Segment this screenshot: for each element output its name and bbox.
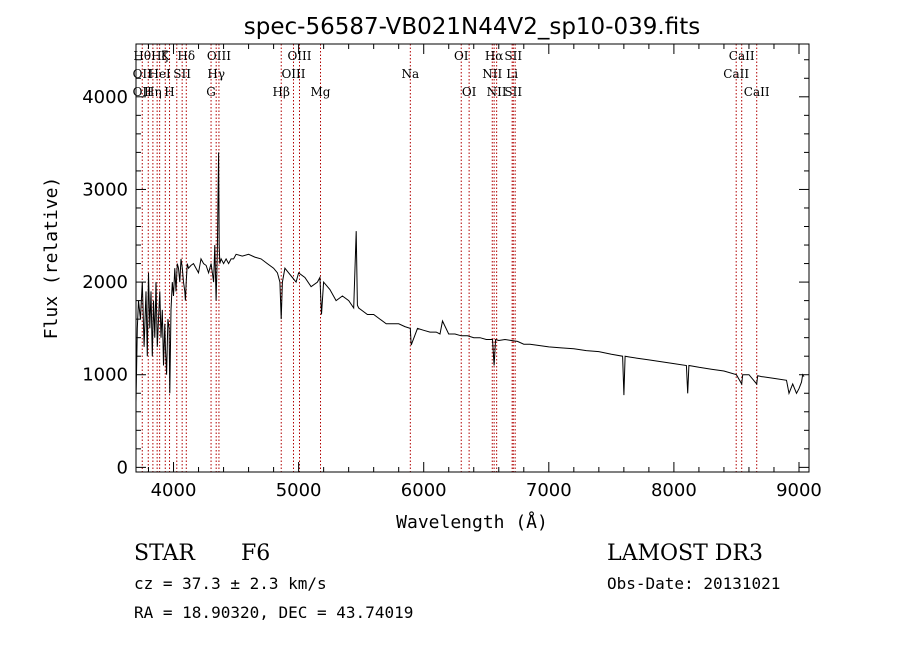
spectral-line-label-12-0: OIII: [207, 49, 231, 63]
spectral-line-label-22-2: NII: [487, 85, 507, 99]
spectral-line-label-2-2: Hη: [144, 85, 162, 99]
y-tick-label-4: 4000: [82, 87, 128, 108]
spectrum-line: [135, 152, 805, 403]
spectral-line-label-9-0: Hδ: [177, 49, 195, 63]
spectral-line-markers: [141, 44, 758, 472]
spectral-line-label-4-1: HeI: [148, 67, 171, 81]
spectral-line-labels: HθOIIOIIHηHζHeIKHSIIHδGHγOIIIHβOIIIOIIIM…: [133, 49, 770, 99]
y-tick-label-1: 1000: [82, 365, 128, 386]
spectral-line-label-28-2: CaII: [744, 85, 770, 99]
x-tick-label-0: 4000: [151, 480, 197, 501]
spectral-line-label-5-0: K: [161, 49, 171, 63]
y-axis-title: Flux (relative): [41, 177, 62, 340]
survey-name: LAMOST DR3: [607, 541, 763, 566]
sky-coordinates: RA = 18.90320, DEC = 43.74019: [134, 603, 413, 622]
y-tick-label-2: 2000: [82, 272, 128, 293]
spectral-line-label-15-0: OIII: [287, 49, 311, 63]
spectral-line-label-0-2: OII: [133, 85, 153, 99]
spectral-line-label-8-1: SII: [173, 67, 191, 81]
spectral-line-label-14-1: OIII: [281, 67, 305, 81]
spectral-line-label-16-2: Mg: [311, 85, 331, 99]
spectral-line-label-27-0: CaII: [729, 49, 755, 63]
spectral-line-label-0-1: OII: [133, 67, 153, 81]
spectral-line-label-23-1: Li: [506, 67, 518, 81]
x-axis-ticks: 4000 5000 6000 7000 8000 9000: [148, 44, 822, 501]
y-axis-ticks: 0 1000 2000 3000 4000: [82, 59, 809, 478]
observation-date: Obs-Date: 20131021: [607, 574, 780, 593]
spectral-line-label-6-2: H: [164, 85, 174, 99]
info-block: STAR F6 LAMOST DR3 cz = 37.3 ± 2.3 km/s …: [134, 541, 780, 622]
x-tick-label-4: 8000: [651, 480, 697, 501]
spectral-line-label-10-2: G: [206, 85, 216, 99]
spectral-line-label-21-0: Hα: [485, 49, 504, 63]
spectral-line-label-18-0: OI: [454, 49, 469, 63]
y-tick-label-3: 3000: [82, 179, 128, 200]
object-class: STAR: [134, 541, 196, 566]
x-tick-label-2: 6000: [401, 480, 447, 501]
plot-frame: [135, 43, 810, 473]
spectral-line-label-17-1: Na: [402, 67, 420, 81]
spectral-line-label-26-1: CaII: [723, 67, 749, 81]
spectral-line-label-24-0: SII: [504, 49, 522, 63]
spectral-line-label-13-2: Hβ: [273, 85, 290, 99]
spectral-line-label-20-1: NII: [482, 67, 502, 81]
spectral-line-label-19-2: OI: [462, 85, 477, 99]
spectral-line-label-11-1: Hγ: [207, 67, 225, 81]
spectral-line-label-4-0: Hζ: [151, 49, 168, 63]
object-subclass: F6: [241, 541, 270, 566]
x-tick-label-1: 5000: [276, 480, 322, 501]
x-tick-label-5: 9000: [776, 480, 822, 501]
y-tick-label-0: 0: [117, 457, 128, 478]
redshift-velocity: cz = 37.3 ± 2.3 km/s: [134, 574, 327, 593]
spectral-line-label-24-2: SII: [504, 85, 522, 99]
x-axis-title: Wavelength (Å): [396, 511, 548, 533]
chart-title: spec-56587-VB021N44V2_sp10-039.fits: [244, 14, 700, 40]
x-tick-label-3: 7000: [526, 480, 572, 501]
